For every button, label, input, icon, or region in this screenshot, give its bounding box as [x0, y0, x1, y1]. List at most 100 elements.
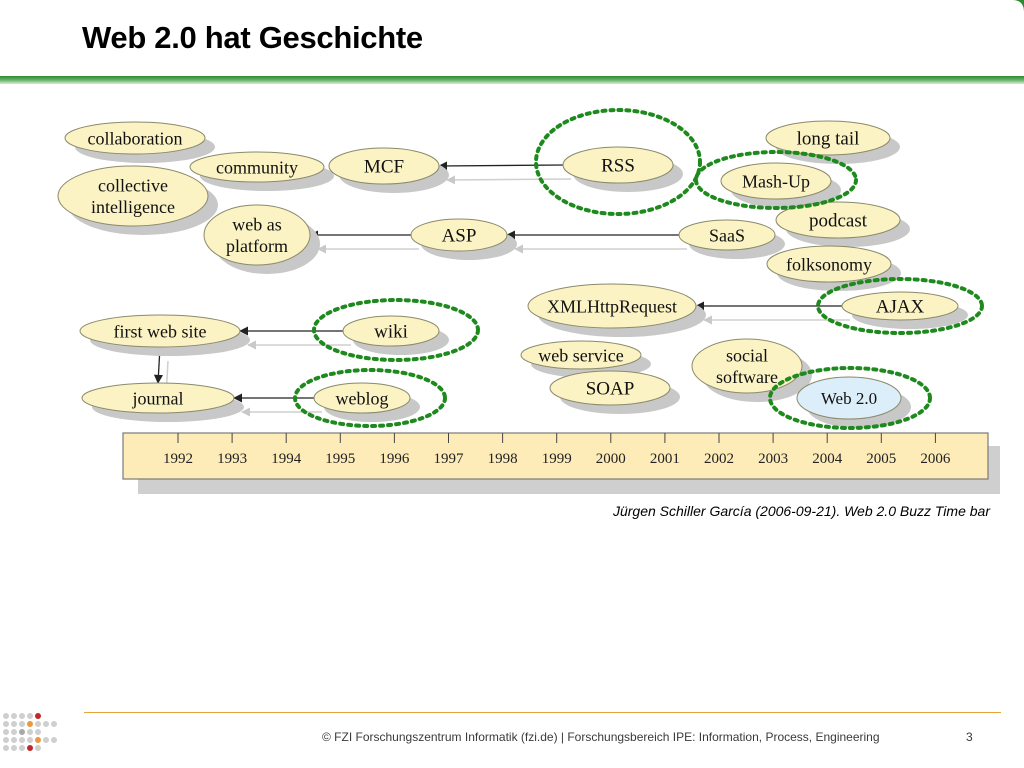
node-label: software — [716, 367, 778, 387]
node-label: long tail — [797, 129, 860, 150]
logo-dot — [3, 745, 9, 751]
node-weblog: weblog — [313, 382, 420, 422]
node-mcf: MCF — [328, 147, 449, 193]
timeline-year: 2001 — [650, 451, 680, 467]
node-ajax: AJAX — [841, 291, 968, 329]
title-divider — [0, 76, 1024, 84]
logo-dot — [19, 737, 25, 743]
node-label: Web 2.0 — [821, 389, 877, 408]
node-label: community — [216, 157, 298, 177]
timeline-year: 1998 — [488, 451, 518, 467]
logo-dot — [19, 745, 25, 751]
node-label: AJAX — [876, 297, 925, 318]
logo-dot — [43, 737, 49, 743]
node-label: podcast — [809, 211, 868, 232]
edge-shadow — [446, 175, 572, 185]
logo-dot — [11, 745, 17, 751]
node-label: XMLHttpRequest — [547, 296, 677, 316]
logo-dot — [27, 721, 33, 727]
node-label: journal — [132, 388, 184, 408]
node-label: web service — [538, 345, 623, 365]
highlight-ring-wiki — [312, 298, 480, 362]
timeline-year: 1993 — [217, 451, 247, 467]
timeline-year: 1997 — [434, 451, 465, 467]
node-label: wiki — [374, 322, 408, 343]
highlight-ring-weblog — [293, 368, 447, 428]
logo-dot — [11, 729, 17, 735]
timeline-year: 1995 — [325, 451, 355, 467]
node-label: Mash-Up — [742, 171, 810, 191]
node-label: collaboration — [88, 128, 183, 148]
highlight-ring-web-2-0 — [768, 366, 932, 430]
node-podcast: podcast — [775, 201, 910, 247]
logo-dot — [11, 737, 17, 743]
node-saas: SaaS — [678, 219, 785, 259]
footer-divider — [84, 712, 1001, 713]
highlight-ring-ajax — [816, 277, 984, 335]
node-journal: journal — [81, 382, 244, 422]
logo-dot — [11, 713, 17, 719]
node-label: SOAP — [586, 379, 635, 400]
logo-dot — [19, 721, 25, 727]
node-community: community — [189, 151, 334, 191]
logo-dot — [35, 713, 41, 719]
node-soap: SOAP — [549, 370, 680, 414]
timeline-year: 2004 — [812, 451, 843, 467]
logo-dot — [27, 729, 33, 735]
highlight-ring-rss — [534, 108, 702, 216]
logo-dot — [43, 721, 49, 727]
node-asp: ASP — [410, 218, 517, 260]
timeline-year: 1999 — [542, 451, 572, 467]
node-label: social — [726, 346, 768, 366]
timeline-year: 1992 — [163, 451, 193, 467]
node-long-tail: long tail — [765, 120, 900, 164]
logo-dot — [27, 713, 33, 719]
logo-dot — [35, 729, 41, 735]
node-xmlhttprequest: XMLHttpRequest — [527, 283, 706, 337]
node-label: SaaS — [709, 225, 745, 245]
logo-dot — [19, 713, 25, 719]
corner-accent — [1012, 0, 1024, 12]
node-label: intelligence — [91, 197, 175, 217]
logo-dot — [51, 737, 57, 743]
timeline-year: 2000 — [596, 451, 626, 467]
edge-rss-to-mcf — [438, 161, 564, 171]
highlight-ring-mash-up — [694, 150, 858, 210]
fzi-dot-logo — [3, 713, 57, 751]
node-label: ASP — [442, 226, 477, 247]
node-rss: RSS — [562, 146, 683, 192]
logo-dot — [3, 721, 9, 727]
slide-title: Web 2.0 hat Geschichte — [82, 20, 423, 55]
node-label: folksonomy — [786, 254, 872, 274]
logo-dot — [27, 737, 33, 743]
logo-dot — [35, 721, 41, 727]
logo-dot — [35, 737, 41, 743]
timeline-year: 2005 — [866, 451, 896, 467]
logo-dot — [3, 713, 9, 719]
node-label: RSS — [601, 156, 635, 177]
node-web-2-0: Web 2.0 — [796, 376, 911, 428]
node-label: collective — [98, 176, 168, 196]
node-label: platform — [226, 236, 288, 256]
node-collaboration: collaboration — [64, 121, 215, 163]
timeline-year: 2006 — [920, 451, 951, 467]
logo-dot — [27, 745, 33, 751]
node-first-web-site: first web site — [79, 314, 250, 356]
logo-dot — [19, 729, 25, 735]
timeline-year: 2002 — [704, 451, 734, 467]
figure-caption: Jürgen Schiller García (2006-09-21). Web… — [612, 503, 990, 519]
logo-dot — [51, 721, 57, 727]
node-mash-up: Mash-Up — [720, 162, 841, 208]
timeline-bar — [122, 432, 989, 480]
node-label: weblog — [336, 388, 389, 408]
timeline-year: 2003 — [758, 451, 788, 467]
web20-timeline-diagram: 1992 1993 1994 1995 1996 1997 1998 1999 2000 2001… — [57, 108, 1000, 494]
footer-text: © FZI Forschungszentrum Informatik (fzi.… — [322, 730, 880, 744]
node-label: first web site — [114, 321, 207, 341]
logo-dot — [3, 737, 9, 743]
timeline-year: 1994 — [271, 451, 302, 467]
node-label: web as — [232, 215, 281, 235]
